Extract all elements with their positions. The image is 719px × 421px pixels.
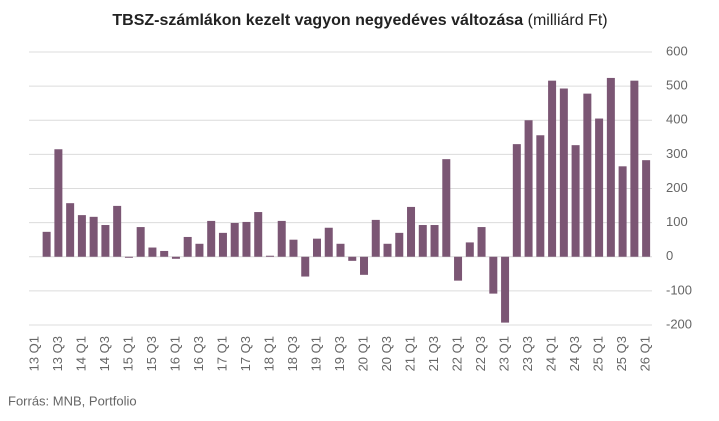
x-tick-label: 22 Q1 <box>449 336 464 371</box>
x-tick-label: 25 Q1 <box>591 336 606 371</box>
x-tick-label: 18 Q1 <box>261 336 276 371</box>
x-tick-label: 14 Q3 <box>97 336 112 371</box>
bar <box>371 219 380 257</box>
x-tick-label: 17 Q1 <box>214 336 229 371</box>
y-tick-label: 300 <box>666 146 688 161</box>
x-tick-label: 21 Q1 <box>402 336 417 371</box>
x-tick-label: 23 Q1 <box>497 336 512 371</box>
x-tick-label: 26 Q1 <box>638 336 653 371</box>
bar <box>183 236 192 257</box>
x-tick-label: 22 Q3 <box>473 336 488 371</box>
title: TBSZ-számlákon kezelt vagyon negyedéves … <box>112 12 523 29</box>
bar <box>265 255 274 257</box>
bar <box>512 144 521 257</box>
bar <box>195 243 204 257</box>
x-tick-label: 24 Q1 <box>544 336 559 371</box>
bar <box>113 205 122 257</box>
x-tick-label: 23 Q3 <box>520 336 535 371</box>
bar <box>336 243 345 257</box>
bar <box>548 80 557 257</box>
y-tick-label: 0 <box>666 248 673 263</box>
y-tick-label: -100 <box>666 282 692 297</box>
x-tick-label: 18 Q3 <box>285 336 300 371</box>
x-tick-label: 19 Q1 <box>308 336 323 371</box>
x-tick-label: 25 Q3 <box>614 336 629 371</box>
bar <box>207 220 216 257</box>
x-tick-label: 21 Q3 <box>426 336 441 371</box>
x-tick-label: 19 Q3 <box>332 336 347 371</box>
bar <box>571 145 580 257</box>
bar <box>242 221 251 257</box>
bar <box>136 227 145 257</box>
x-tick-label: 16 Q1 <box>167 336 182 371</box>
bar <box>160 250 169 257</box>
x-tick-label: 14 Q1 <box>73 336 88 371</box>
bar <box>289 239 298 257</box>
bar <box>324 227 333 257</box>
bar <box>54 149 63 257</box>
bar <box>442 159 451 257</box>
x-tick-label: 24 Q3 <box>567 336 582 371</box>
x-tick-label: 13 Q1 <box>26 336 41 371</box>
bar <box>348 256 357 261</box>
bar <box>383 243 392 257</box>
bar <box>618 166 627 257</box>
bar <box>277 220 286 257</box>
bar <box>218 232 227 257</box>
source: Forrás: MNB, Portfolio <box>8 393 137 408</box>
bar <box>477 227 486 257</box>
bar <box>630 80 639 257</box>
bar <box>606 77 615 257</box>
subtitle: (milliárd Ft) <box>528 12 608 29</box>
y-tick-label: 100 <box>666 214 688 229</box>
bar <box>77 215 86 257</box>
bar <box>642 160 651 257</box>
bar <box>312 238 321 257</box>
bar <box>254 212 263 257</box>
x-tick-label: 17 Q3 <box>238 336 253 371</box>
bar <box>489 256 498 294</box>
chart-title: TBSZ-számlákon kezelt vagyon negyedéves … <box>112 12 607 29</box>
bar <box>395 232 404 257</box>
bar <box>66 203 75 257</box>
bar <box>595 118 604 257</box>
bar <box>42 231 51 257</box>
x-tick-label: 20 Q3 <box>379 336 394 371</box>
y-tick-label: 600 <box>666 43 688 58</box>
bar <box>430 225 439 257</box>
y-tick-label: 500 <box>666 78 688 93</box>
bar <box>559 88 568 257</box>
bar <box>89 216 98 257</box>
bar <box>101 225 110 257</box>
y-tick-label: 400 <box>666 112 688 127</box>
x-tick-label: 15 Q3 <box>144 336 159 371</box>
bar <box>501 256 510 323</box>
bar <box>148 247 157 257</box>
bar <box>454 256 463 281</box>
y-tick-label: -200 <box>666 316 692 331</box>
bar <box>171 256 180 259</box>
bar <box>360 256 369 275</box>
bar <box>465 242 474 257</box>
bar <box>301 256 310 277</box>
bar <box>230 222 239 257</box>
bar <box>124 256 133 258</box>
x-tick-label: 15 Q1 <box>120 336 135 371</box>
bar <box>536 135 545 257</box>
bar <box>418 225 427 257</box>
y-tick-label: 200 <box>666 180 688 195</box>
x-tick-label: 13 Q3 <box>50 336 65 371</box>
bar <box>524 120 533 257</box>
bar <box>407 206 416 257</box>
bar <box>583 93 592 257</box>
x-tick-label: 20 Q1 <box>355 336 370 371</box>
x-tick-label: 16 Q3 <box>191 336 206 371</box>
